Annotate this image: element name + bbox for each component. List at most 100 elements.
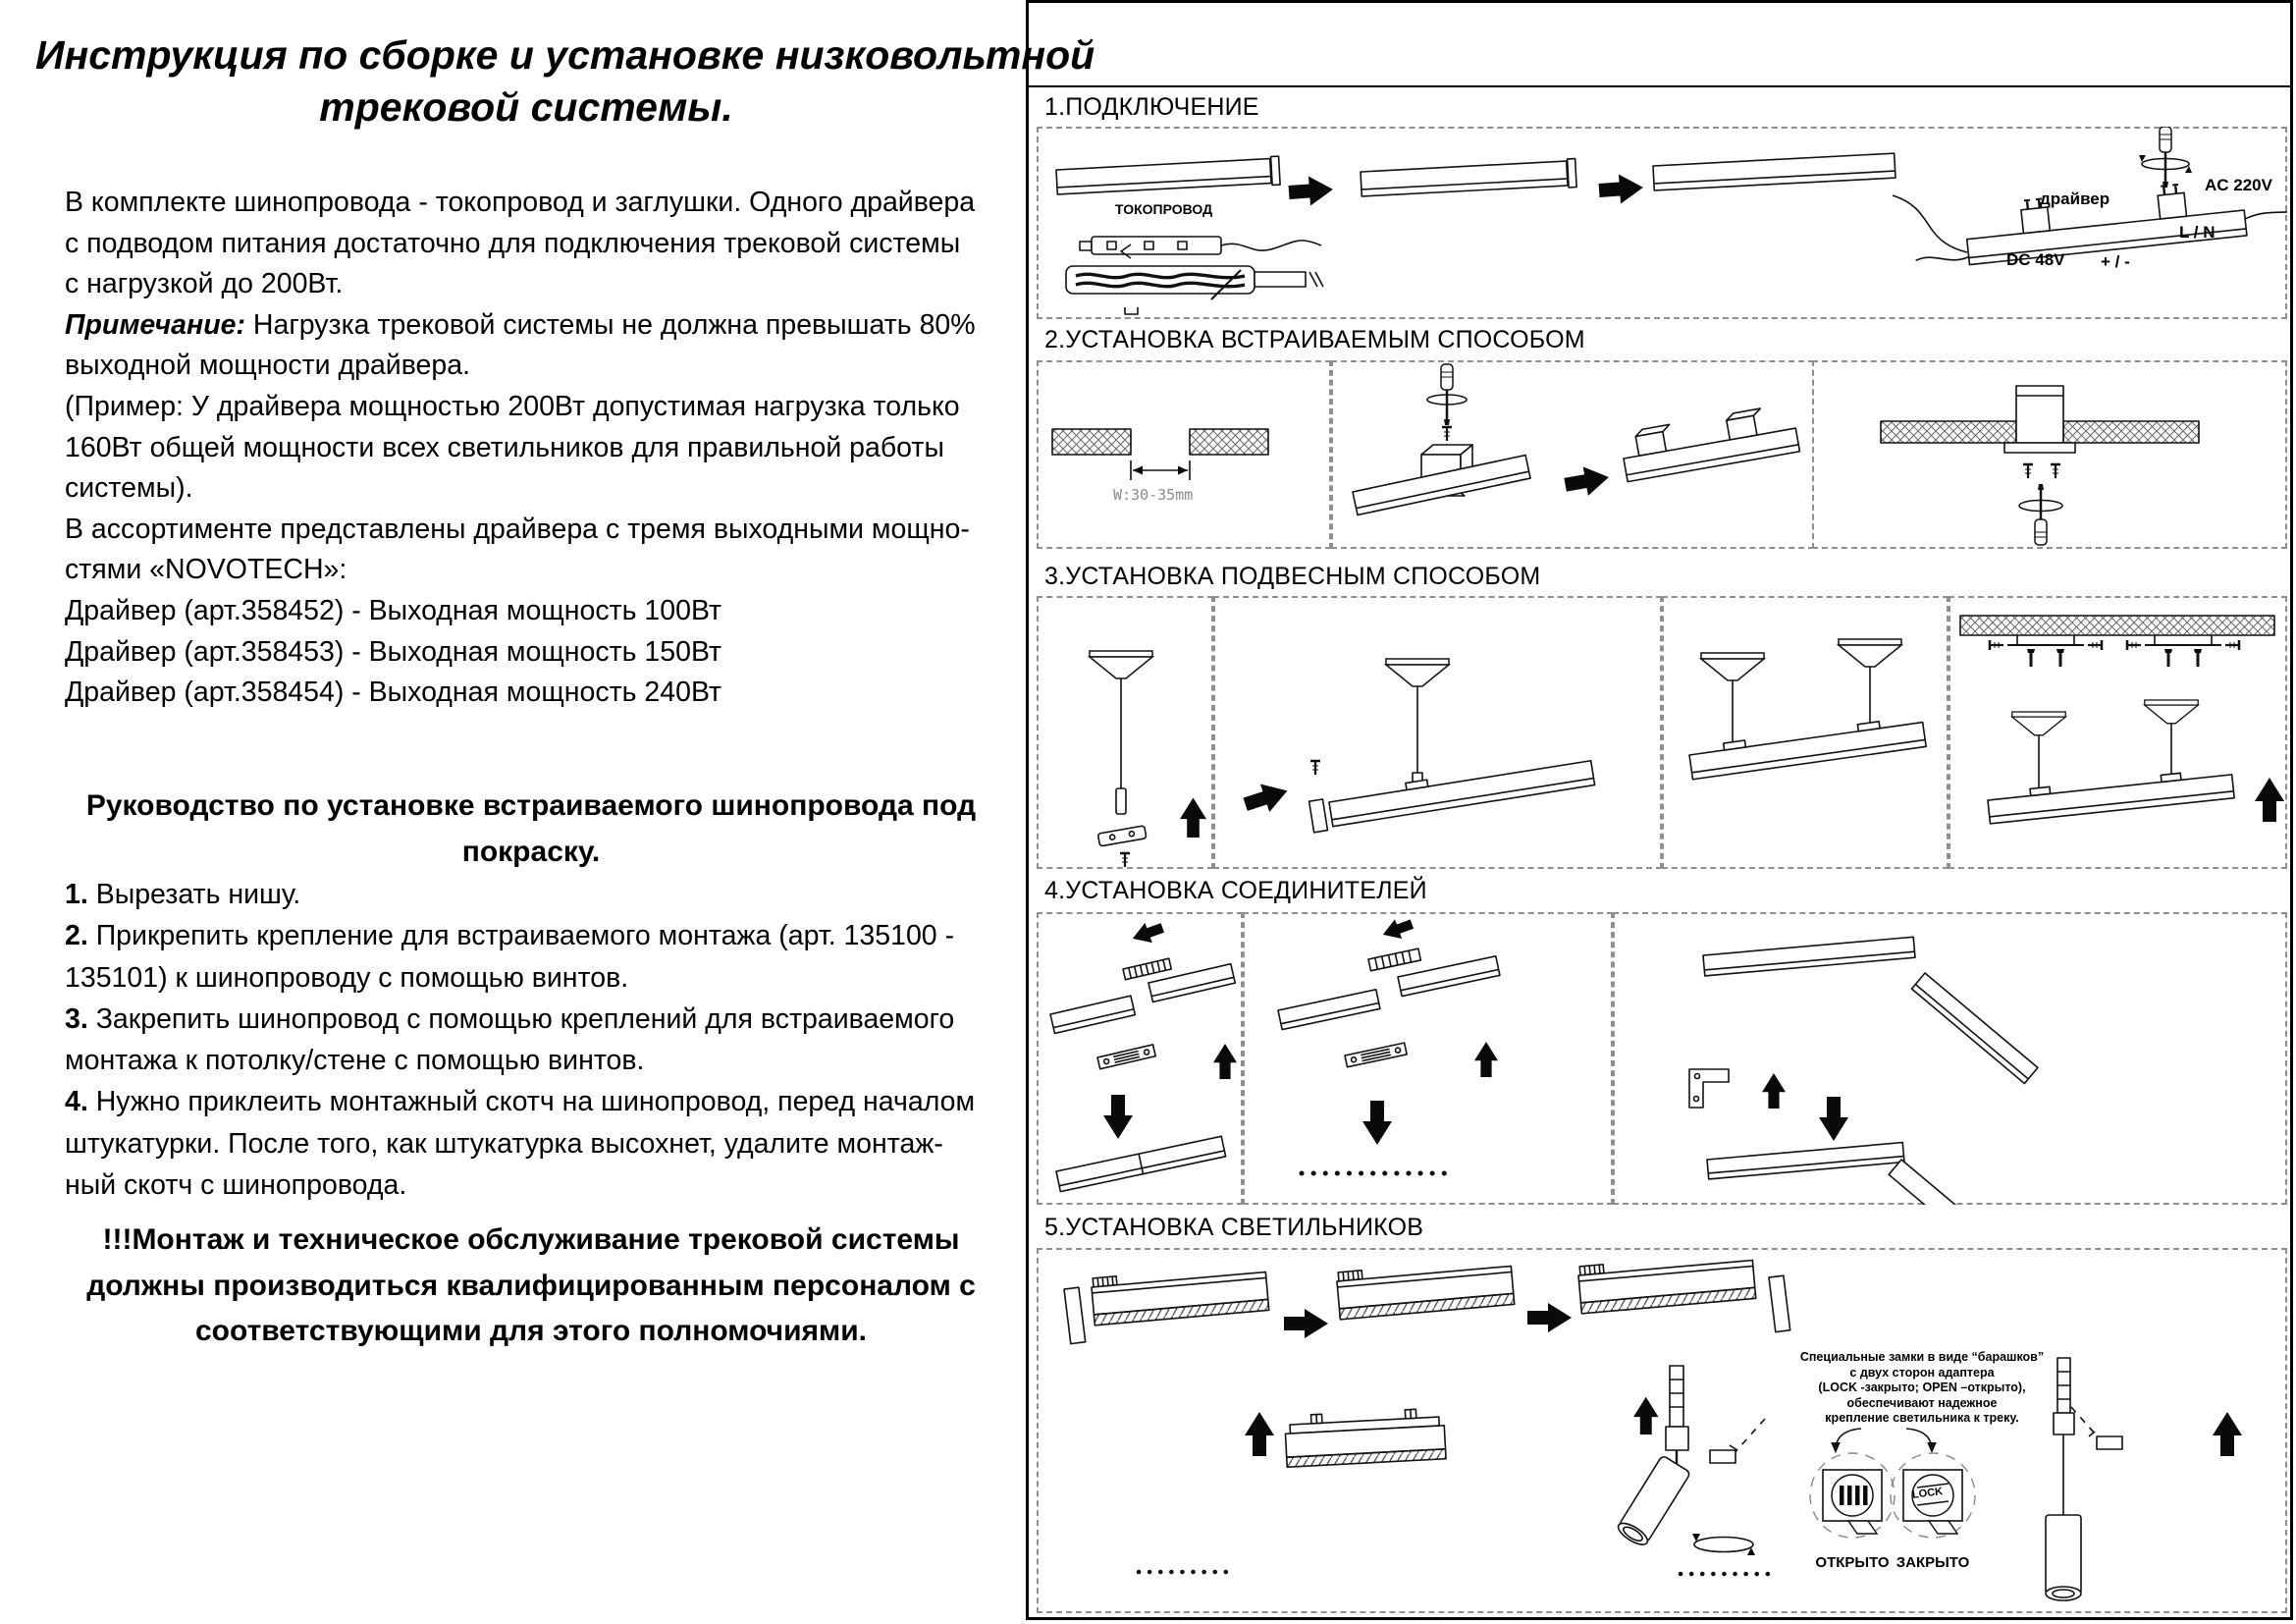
text-line: ный скотч с шинопровода. (65, 1169, 407, 1202)
ceiling-hatch-icon (1880, 420, 2017, 444)
tokoprovod-label: ТОКОПРОВОД (1115, 201, 1213, 217)
figure-recess-ceiling (1880, 385, 2200, 547)
lock-note: Специальные замки в виде “барашков” с дву… (1760, 1350, 2084, 1427)
ceiling-mount-icon (2125, 635, 2241, 667)
guide-heading: Руководство по установке встраиваемого ш… (45, 783, 1017, 875)
track-icon (1688, 720, 1927, 781)
text-line: Примечание: Нагрузка трековой системы не… (65, 308, 976, 341)
joined-track-icon (1706, 1141, 1905, 1180)
canopy-icon (1838, 638, 1902, 668)
luminaire-on-track-icon (1284, 1408, 1447, 1469)
arrow-down-icon (1103, 1095, 1133, 1139)
figure-connector-corner (1688, 936, 2039, 1205)
arrow-up-icon (2255, 778, 2284, 822)
section-1-frame (1037, 127, 2287, 319)
track-icon (1652, 152, 1896, 191)
text-line: Инструкция по сборке и установке низково… (35, 32, 1095, 78)
arrow-right-icon (1563, 462, 1612, 500)
top-rule (1029, 85, 2290, 87)
linear-luminaire-icon (1091, 1271, 1270, 1326)
track-icon (1308, 759, 1596, 834)
section-5-title: 5.УСТАНОВКА СВЕТИЛЬНИКОВ (1044, 1214, 1424, 1241)
figure-pendant-attach (1241, 658, 1596, 834)
open-label: ОТКРЫТО (1815, 1554, 1890, 1571)
lock-dial-open-icon (1809, 1452, 1896, 1539)
arrow-up-icon (1633, 1396, 1659, 1435)
section-4-frame-a (1037, 912, 1243, 1205)
connector-icon (1096, 1044, 1157, 1070)
connector-icon (1122, 957, 1173, 981)
text-line: с двух сторон адаптера (1849, 1365, 1995, 1380)
arrow-down-left-icon (1379, 914, 1415, 945)
warning-note: !!!Монтаж и техническое обслуживание тре… (45, 1218, 1017, 1355)
arrow-right-icon (1241, 777, 1293, 819)
track-icon (1049, 995, 1137, 1035)
track-icon (1360, 157, 1577, 197)
screw-icon (1118, 851, 1132, 869)
figure-pendant-ceiling (1959, 615, 2284, 825)
ceiling-mount-icon (1988, 635, 2104, 667)
section-1-title: 1.ПОДКЛЮЧЕНИЕ (1044, 93, 1259, 121)
rotate-arrow-icon (1905, 1428, 1937, 1454)
screw-icon (2049, 462, 2062, 480)
text-line: 135101) к шинопроводу с помощью винтов. (65, 961, 629, 994)
end-cap-icon (1768, 1274, 1791, 1333)
text-line: соответствующими для этого полномочиями. (194, 1315, 868, 1347)
text-line: штукатурки. После того, как штукатурка в… (65, 1127, 943, 1160)
dc-voltage-label: DC 48V (2006, 250, 2065, 269)
figure-pendant-kit (1089, 650, 1206, 869)
wire-bend-icon (1120, 244, 1132, 259)
track-wiring-icon (1065, 265, 1324, 315)
polarity-label: + / - (2101, 252, 2130, 271)
arrow-up-icon (2213, 1412, 2242, 1456)
ceiling-hatch-icon (2062, 420, 2200, 444)
arrow-up-icon (1474, 1042, 1498, 1077)
text-line: В комплекте шинопровода - токопровод и з… (65, 187, 976, 218)
track-icon (1910, 972, 2039, 1085)
joined-track-icon (1888, 1159, 1956, 1205)
text-line: системы). (65, 472, 193, 505)
canopy-icon (1385, 658, 1450, 687)
text-line: Драйвер (арт.358453) - Выходная мощность… (65, 635, 722, 668)
track-icon (1397, 954, 1501, 998)
clamp-icon (1097, 825, 1148, 847)
ceiling-hatch-icon (1959, 615, 2275, 636)
arrow-right-icon (1288, 174, 1334, 207)
section-3-frame-c (1662, 596, 1949, 869)
section-3-title: 3.УСТАНОВКА ПОДВЕСНЫМ СПОСОБОМ (1044, 563, 1541, 590)
track-icon (1987, 772, 2235, 825)
text-line: выходной мощности драйвера. (65, 350, 470, 382)
driver-icon (1915, 183, 2287, 266)
rotate-icon (1692, 1534, 1755, 1555)
ceiling-hatch-icon (1051, 428, 1132, 456)
section-4-title: 4.УСТАНОВКА СОЕДИНИТЕЛЕЙ (1044, 877, 1427, 904)
text-line: обеспечивают надежное (1846, 1395, 1998, 1410)
arrow-up-icon (1180, 797, 1206, 838)
diagram-panel: 1.ПОДКЛЮЧЕНИЕ 2.УСТАНОВКА ВСТРАИВАЕМЫМ С… (1026, 0, 2293, 1620)
arrow-up-icon (1762, 1073, 1786, 1109)
connector-icon (1367, 947, 1422, 972)
arrow-right-icon (1598, 172, 1644, 205)
ac-voltage-label: AC 220V (2205, 176, 2272, 194)
arrow-up-icon (1213, 1044, 1237, 1079)
page-title: Инструкция по сборке и установке низково… (35, 29, 1095, 134)
section-3-frame-a (1037, 596, 1213, 869)
screwdriver-icon (2033, 482, 2049, 547)
corner-connector-icon (1688, 1068, 1730, 1109)
arrow-up-icon (1245, 1412, 1274, 1456)
adapter-icon (2088, 1431, 2123, 1450)
power-feed-icon (1079, 236, 1322, 255)
linear-luminaire-icon (1336, 1265, 1516, 1321)
arrow-down-left-icon (1129, 917, 1166, 949)
gap-width-label: W:30-35mm (1113, 486, 1194, 504)
adapter-icon (1709, 1444, 1738, 1464)
connector-icon (1344, 1042, 1408, 1068)
dc-wire-icon (1892, 194, 1968, 253)
text-line: В ассортименте представлены драйвера с т… (65, 513, 970, 545)
track-face-icon (2003, 442, 2076, 454)
pendant-cylinder-icon (2045, 1357, 2082, 1601)
section-3-frame-b (1213, 596, 1662, 869)
track-icon (1702, 936, 1916, 977)
figure-recess-bracket (1352, 362, 1801, 516)
text-line: Драйвер (арт.358454) - Выходная мощность… (65, 677, 722, 709)
